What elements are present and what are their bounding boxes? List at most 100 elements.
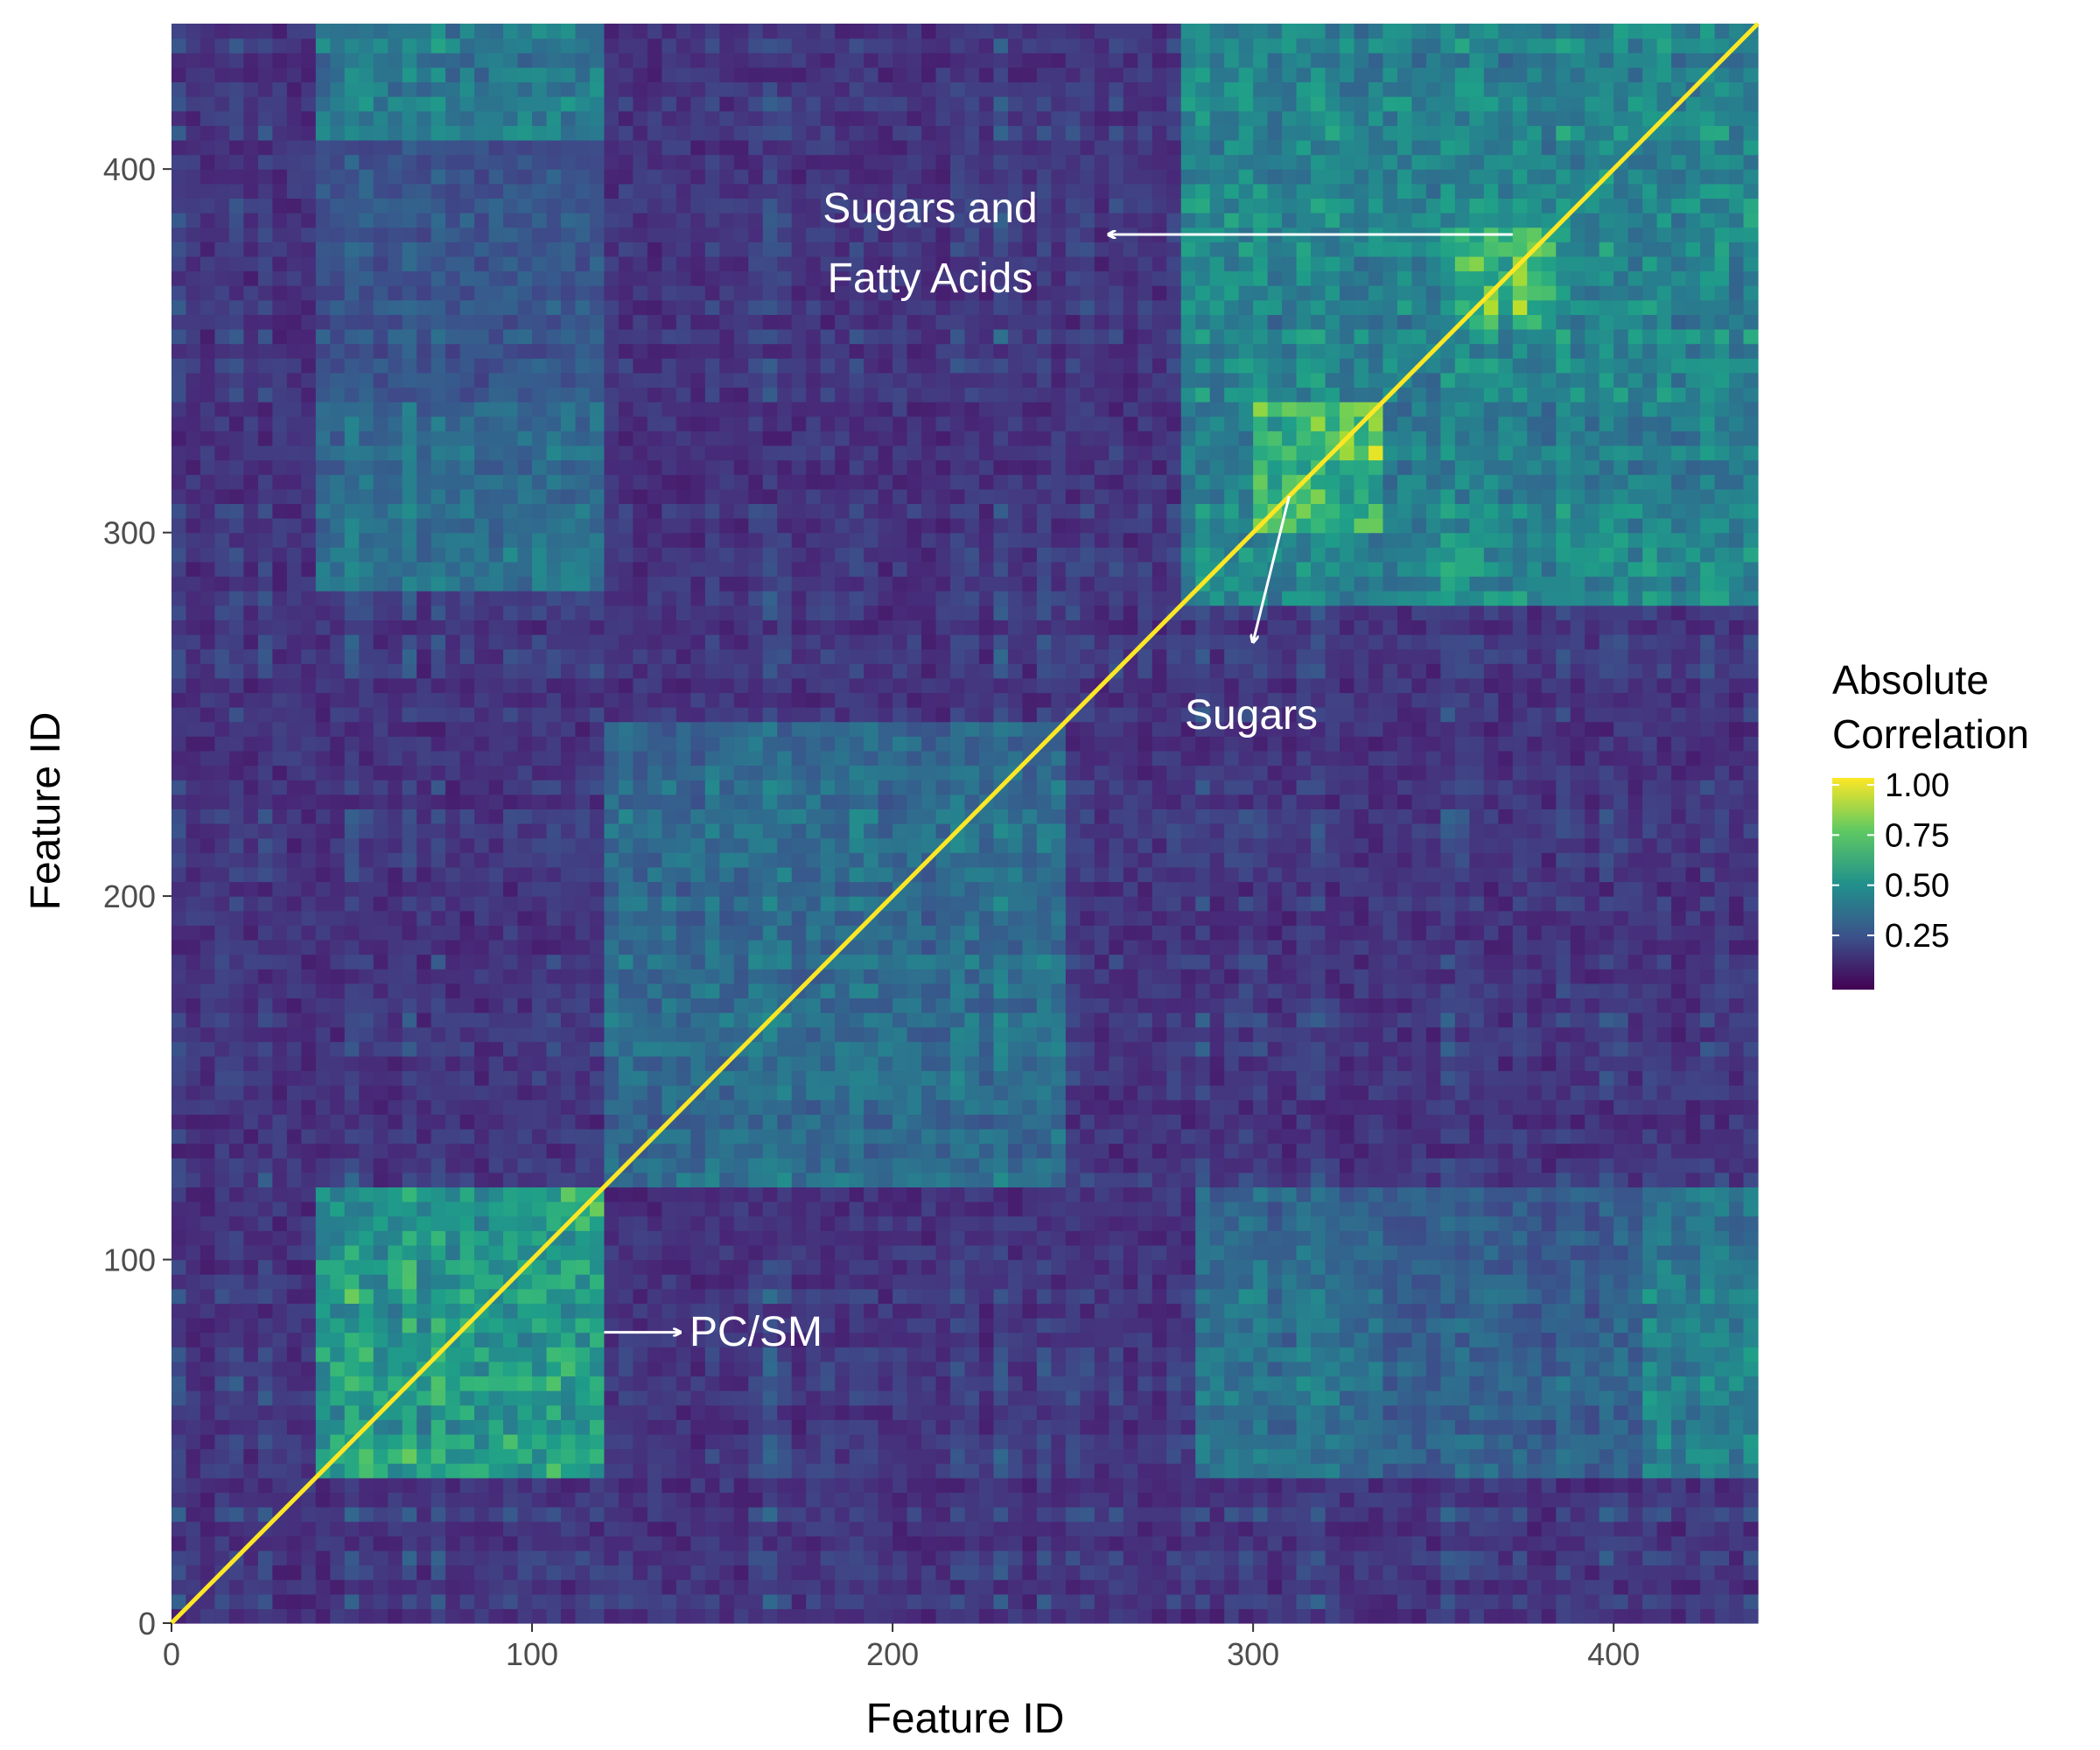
heatmap-cell <box>445 983 461 999</box>
heatmap-cell <box>359 1128 374 1144</box>
heatmap-cell <box>402 372 417 388</box>
heatmap-cell <box>459 474 475 490</box>
heatmap-cell <box>762 1303 778 1319</box>
heatmap-cell <box>474 532 490 548</box>
heatmap-cell <box>172 372 187 388</box>
heatmap-cell <box>546 1376 562 1391</box>
heatmap-cell <box>719 576 735 592</box>
heatmap-cell <box>228 110 245 126</box>
heatmap-cell <box>344 372 360 388</box>
heatmap-cell <box>330 954 346 970</box>
heatmap-cell <box>604 1521 620 1536</box>
heatmap-cell <box>359 1608 374 1624</box>
heatmap-cell <box>344 227 360 242</box>
heatmap-cell <box>676 939 691 956</box>
heatmap-cell <box>618 1288 634 1304</box>
heatmap-cell <box>286 1477 302 1494</box>
heatmap-cell <box>214 925 230 941</box>
heatmap-cell <box>561 444 577 461</box>
heatmap-cell <box>604 1099 620 1115</box>
heatmap-cell <box>359 925 374 941</box>
heatmap-cell <box>344 169 360 185</box>
heatmap-cell <box>430 1099 446 1115</box>
heatmap-cell <box>748 1303 764 1319</box>
heatmap-cell <box>315 823 331 839</box>
heatmap-cell <box>633 1055 648 1072</box>
heatmap-cell <box>373 503 388 519</box>
heatmap-cell <box>532 808 548 824</box>
heatmap-cell <box>791 794 807 809</box>
heatmap-cell <box>704 925 720 941</box>
heatmap-cell <box>806 1608 822 1624</box>
heatmap-cell <box>214 1259 230 1275</box>
heatmap-cell <box>228 721 245 737</box>
heatmap-cell <box>561 1274 577 1290</box>
heatmap-cell <box>315 721 331 737</box>
heatmap-cell <box>330 270 346 286</box>
heatmap-cell <box>777 750 793 766</box>
heatmap-cell <box>359 1433 374 1450</box>
heatmap-cell <box>676 983 691 999</box>
heatmap-cell <box>286 721 302 737</box>
heatmap-cell <box>704 213 720 228</box>
heatmap-cell <box>806 1318 822 1334</box>
heatmap-cell <box>445 707 461 723</box>
heatmap-cell <box>561 139 577 156</box>
heatmap-cell <box>777 808 793 824</box>
heatmap-cell <box>733 1550 749 1566</box>
heatmap-cell <box>228 954 245 970</box>
heatmap-cell <box>719 66 735 83</box>
heatmap-cell <box>647 1433 662 1450</box>
heatmap-cell <box>633 881 648 897</box>
heatmap-cell <box>589 1085 606 1101</box>
heatmap-cell <box>633 213 648 228</box>
heatmap-cell <box>301 1244 317 1261</box>
heatmap-cell <box>488 1259 504 1275</box>
heatmap-cell <box>388 1215 403 1231</box>
heatmap-cell <box>344 1230 360 1246</box>
heatmap-cell <box>777 1012 793 1028</box>
heatmap-cell <box>561 1070 577 1086</box>
heatmap-cell <box>806 780 822 795</box>
heatmap-cell <box>373 648 388 664</box>
heatmap-cell <box>633 852 648 868</box>
heatmap-cell <box>373 969 388 984</box>
heatmap-cell <box>301 488 317 504</box>
heatmap-cell <box>416 387 432 402</box>
heatmap-cell <box>301 38 317 53</box>
heatmap-cell <box>402 532 417 548</box>
heatmap-cell <box>806 1158 822 1173</box>
heatmap-cell <box>243 285 259 301</box>
heatmap-cell <box>676 605 691 620</box>
heatmap-cell <box>517 1579 533 1595</box>
heatmap-cell <box>172 1099 187 1115</box>
heatmap-cell <box>257 1026 273 1042</box>
heatmap-cell <box>503 1114 519 1130</box>
heatmap-cell <box>575 110 591 126</box>
heatmap-cell <box>618 750 634 766</box>
heatmap-cell <box>561 1128 577 1144</box>
heatmap-cell <box>272 1215 288 1231</box>
heatmap-cell <box>546 1419 562 1435</box>
heatmap-cell <box>257 314 273 330</box>
heatmap-cell <box>748 881 764 897</box>
heatmap-cell <box>762 52 778 68</box>
heatmap-cell <box>402 591 417 606</box>
heatmap-cell <box>719 866 735 883</box>
heatmap-cell <box>662 416 677 431</box>
heatmap-cell <box>517 1128 533 1144</box>
heatmap-cell <box>546 24 562 39</box>
heatmap-cell <box>748 721 764 737</box>
heatmap-cell <box>503 169 519 185</box>
heatmap-cell <box>604 488 620 504</box>
heatmap-cell <box>546 1550 562 1566</box>
heatmap-cell <box>388 1332 403 1348</box>
heatmap-cell <box>647 256 662 272</box>
heatmap-cell <box>704 38 720 53</box>
heatmap-cell <box>445 780 461 795</box>
heatmap-cell <box>344 1361 360 1377</box>
heatmap-cell <box>488 576 504 592</box>
heatmap-cell <box>618 1201 634 1217</box>
heatmap-cell <box>243 242 259 257</box>
heatmap-cell <box>272 198 288 214</box>
